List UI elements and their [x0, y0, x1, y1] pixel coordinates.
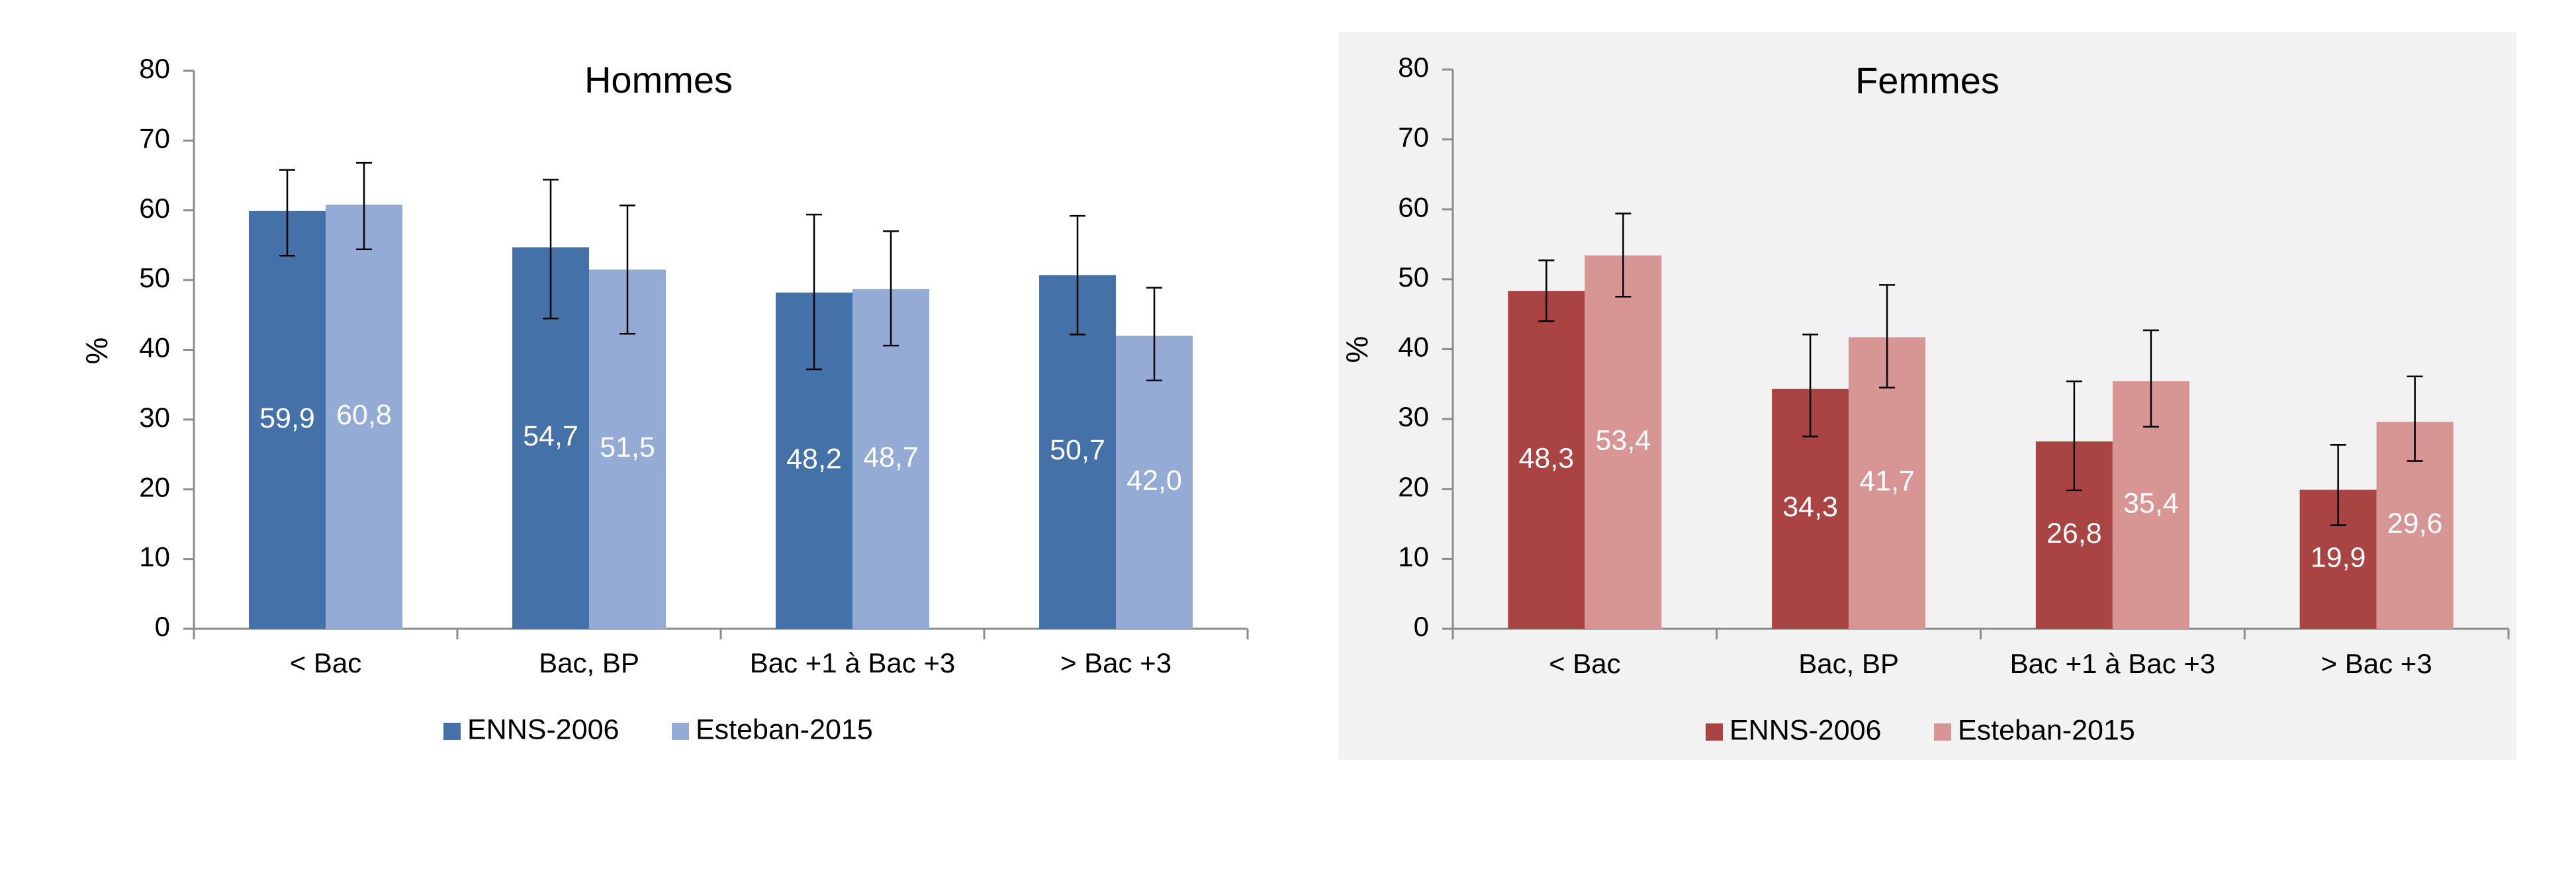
legend-label: ENNS-2006	[1729, 714, 1881, 746]
y-tick-label: 50	[139, 262, 170, 293]
legend-swatch	[443, 723, 461, 740]
y-tick-label: 70	[1398, 122, 1429, 153]
y-tick-label: 30	[1398, 401, 1429, 432]
legend-label: Esteban-2015	[1958, 714, 2135, 746]
data-label: 29,6	[2387, 508, 2443, 539]
y-tick-label: 0	[155, 611, 170, 642]
data-label: 59,9	[259, 402, 315, 434]
y-tick-label: 10	[139, 541, 170, 573]
y-tick-label: 80	[1398, 52, 1429, 83]
data-label: 42,0	[1127, 465, 1182, 496]
chart-femmes: Femmes% 0 10 20 30 40 50 60 70 80 48,3 53,4 < Bac 34,…	[1340, 52, 2510, 746]
y-tick-label: 0	[1414, 611, 1429, 642]
legend-swatch	[1706, 723, 1723, 741]
category-label: Bac +1 à Bac +3	[750, 647, 956, 678]
bar	[326, 205, 402, 629]
legend-label: Esteban-2015	[696, 713, 873, 745]
data-label: 60,8	[336, 399, 392, 431]
legend-swatch	[672, 723, 689, 740]
y-tick-label: 30	[139, 402, 170, 433]
data-label: 50,7	[1050, 434, 1105, 466]
category-label: > Bac +3	[2321, 648, 2432, 679]
y-axis-label: %	[79, 338, 114, 365]
category-label: < Bac	[1549, 648, 1621, 679]
y-tick-label: 40	[139, 332, 170, 363]
chart-title: Femmes	[1855, 60, 2000, 101]
y-tick-label: 40	[1398, 332, 1429, 363]
data-label: 53,4	[1596, 424, 1651, 456]
data-label: 41,7	[1859, 465, 1915, 497]
y-axis-label: %	[1340, 336, 1374, 363]
data-label: 35,4	[2123, 487, 2179, 519]
data-label: 48,2	[786, 443, 842, 475]
data-label: 48,7	[863, 441, 919, 473]
y-tick-label: 60	[1398, 191, 1429, 222]
category-label: < Bac	[290, 647, 362, 678]
bar	[249, 210, 326, 629]
legend-swatch	[1934, 723, 1951, 741]
category-label: Bac, BP	[1798, 648, 1899, 679]
data-label: 54,7	[523, 420, 578, 452]
y-tick-label: 50	[1398, 261, 1429, 293]
y-tick-label: 70	[139, 122, 170, 154]
y-tick-label: 80	[139, 53, 170, 84]
data-label: 34,3	[1782, 491, 1838, 523]
category-label: > Bac +3	[1060, 647, 1172, 678]
y-tick-label: 60	[139, 193, 170, 224]
bar	[1508, 291, 1585, 629]
category-label: Bac, BP	[539, 647, 639, 678]
data-label: 26,8	[2047, 518, 2102, 549]
y-tick-label: 10	[1398, 541, 1429, 572]
data-label: 19,9	[2311, 541, 2366, 573]
category-label: Bac +1 à Bac +3	[2010, 648, 2216, 679]
chart-panel-hommes: Hommes% 0 10 20 30 40 50 60 70 80 59,9 60,8 < Bac 54,…	[79, 53, 1249, 746]
data-label: 48,3	[1519, 442, 1575, 474]
chart-hommes: Hommes% 0 10 20 30 40 50 60 70 80 59,9 60,8 < Bac 54,…	[79, 53, 1249, 745]
bar	[1585, 255, 1662, 629]
y-tick-label: 20	[139, 471, 170, 502]
data-label: 51,5	[600, 432, 655, 463]
y-tick-label: 20	[1398, 471, 1429, 502]
legend-label: ENNS-2006	[467, 713, 619, 745]
bar	[1116, 336, 1193, 629]
chart-title: Hommes	[584, 59, 733, 101]
chart-panel-femmes: Femmes% 0 10 20 30 40 50 60 70 80 48,3 53,4 < Bac 34,…	[1338, 32, 2516, 760]
